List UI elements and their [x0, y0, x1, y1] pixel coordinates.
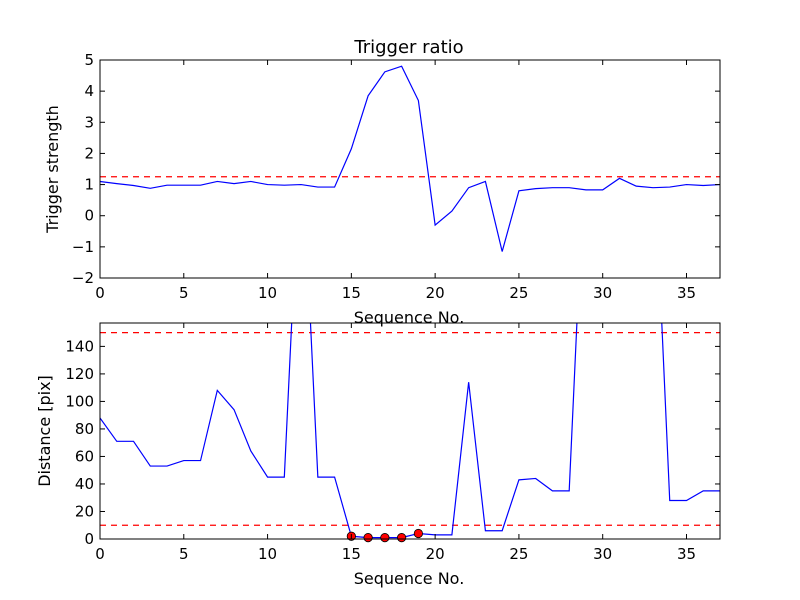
- bottom-axis-ticks: 0 5 10 15 20 25 30 35 0 20 40 60 80 100 120 140: [65, 323, 720, 563]
- top-xtick-label-1: 5: [179, 284, 189, 302]
- top-ytick-label-1: −1: [72, 238, 94, 256]
- top-xtick-label-7: 35: [677, 284, 696, 302]
- top-axis-ticks: 0 5 10 15 20 25 30 35 −2 −1 0 1 2 3 4 5: [72, 51, 720, 302]
- top-ytick-label-7: 5: [84, 51, 94, 69]
- bottom-xtick-label-7: 35: [677, 545, 696, 563]
- bottom-series-line: [100, 323, 720, 539]
- top-ytick-label-2: 0: [84, 207, 94, 225]
- top-xtick-label-0: 0: [95, 284, 105, 302]
- top-series-line: [100, 65, 720, 252]
- top-ytick-label-0: −2: [72, 269, 94, 287]
- bottom-clipped-content: [100, 323, 720, 539]
- bottom-plot-area: [99, 322, 721, 543]
- bottom-xtick-label-2: 10: [258, 545, 277, 563]
- bottom-marker-3: [397, 533, 407, 543]
- trigger-ratio-subplot: Trigger ratio 0 5 10 15 20 25 30 35 −2 −1 0 1 2 3 4 5 S…: [43, 37, 721, 327]
- bottom-x-axis-label: Sequence No.: [354, 569, 465, 588]
- bottom-ytick-label-5: 100: [65, 392, 94, 410]
- bottom-xtick-label-5: 25: [509, 545, 528, 563]
- bottom-ytick-label-0: 0: [84, 530, 94, 548]
- top-axes-frame: [99, 59, 721, 279]
- top-x-axis-label: Sequence No.: [354, 308, 465, 327]
- bottom-xtick-label-1: 5: [179, 545, 189, 563]
- top-y-axis-label: Trigger strength: [43, 105, 62, 234]
- top-clipped-content: [100, 65, 720, 252]
- bottom-y-axis-label: Distance [pix]: [35, 375, 54, 487]
- bottom-marker-4: [413, 528, 423, 539]
- top-xtick-label-6: 30: [593, 284, 612, 302]
- top-ytick-label-3: 1: [84, 176, 94, 194]
- bottom-ytick-label-4: 80: [75, 420, 94, 438]
- bottom-xtick-label-0: 0: [95, 545, 105, 563]
- bottom-marker-1: [363, 533, 373, 543]
- bottom-xtick-label-4: 20: [426, 545, 445, 563]
- bottom-ytick-label-1: 20: [75, 502, 94, 520]
- top-ytick-label-6: 4: [84, 82, 94, 100]
- bottom-ytick-label-7: 140: [65, 337, 94, 355]
- bottom-ytick-label-2: 40: [75, 475, 94, 493]
- bottom-xtick-label-3: 15: [342, 545, 361, 563]
- top-ytick-label-4: 2: [84, 144, 94, 162]
- top-xtick-label-2: 10: [258, 284, 277, 302]
- top-chart-title: Trigger ratio: [353, 37, 463, 58]
- top-plot-area: [99, 59, 721, 279]
- bottom-ytick-label-3: 60: [75, 447, 94, 465]
- top-ytick-label-5: 3: [84, 113, 94, 131]
- bottom-axes-frame: [99, 322, 721, 540]
- distance-subplot: 0 5 10 15 20 25 30 35 0 20 40 60 80 100 120 140 Sequenc…: [35, 322, 721, 588]
- top-xtick-label-5: 25: [509, 284, 528, 302]
- bottom-xtick-label-6: 30: [593, 545, 612, 563]
- bottom-ytick-label-6: 120: [65, 365, 94, 383]
- top-xtick-label-4: 20: [426, 284, 445, 302]
- bottom-marker-2: [380, 533, 390, 543]
- top-xtick-label-3: 15: [342, 284, 361, 302]
